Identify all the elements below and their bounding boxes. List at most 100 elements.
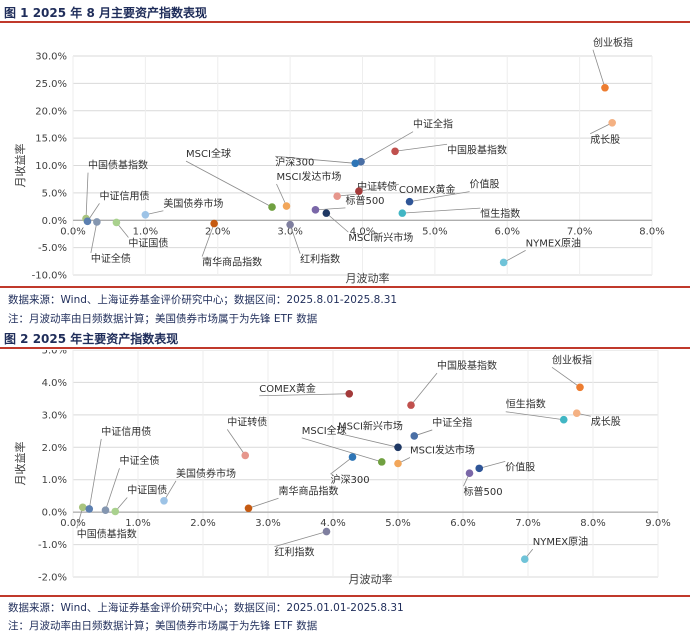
scatter-point bbox=[499, 258, 508, 267]
point-label: 中国股基指数 bbox=[437, 359, 497, 372]
x-tick-label: 9.0% bbox=[645, 518, 670, 529]
x-tick-label: 5.0% bbox=[422, 226, 447, 237]
point-label: 标普500 bbox=[345, 194, 384, 207]
x-tick-label: 6.0% bbox=[495, 226, 520, 237]
point-label: MSCI全球 bbox=[302, 424, 347, 437]
point-label: 中证全指 bbox=[413, 118, 453, 131]
leader-line bbox=[201, 223, 215, 257]
leader-line bbox=[301, 437, 382, 463]
leader-line bbox=[503, 250, 526, 263]
point-label: 美国债券市场 bbox=[176, 467, 236, 480]
leader-line bbox=[358, 183, 399, 192]
point-label: MSCI发达市场 bbox=[410, 444, 475, 457]
point-label: 中证国债 bbox=[128, 236, 168, 249]
scatter-point bbox=[83, 217, 92, 226]
y-tick-label: -10.0% bbox=[32, 271, 67, 282]
scatter-point bbox=[311, 206, 320, 214]
leader-line bbox=[289, 224, 301, 254]
point-label: 南华商品指数 bbox=[202, 256, 262, 269]
leader-line bbox=[276, 183, 287, 207]
leader-line bbox=[326, 212, 349, 233]
y-tick-label: 2.0% bbox=[42, 443, 67, 454]
scatter-point bbox=[377, 458, 386, 466]
y-tick-label: 10.0% bbox=[35, 161, 67, 172]
y-tick-label: 5.0% bbox=[42, 188, 67, 199]
x-tick-label: 1.0% bbox=[133, 226, 158, 237]
x-tick-label: 4.0% bbox=[350, 226, 375, 237]
figure-1-scatter-chart: -10.0% -5.0% 0.0% 5.0% 10.0% 15.0% 20.0% 25.0% 3… bbox=[13, 36, 665, 285]
leader-line bbox=[275, 155, 356, 164]
leader-line bbox=[274, 531, 327, 547]
point-label: MSCI发达市场 bbox=[277, 170, 342, 183]
figure-2-note: 注：月波动率由日频数据计算；美国债券市场属于为先锋 ETF 数据 bbox=[8, 620, 318, 632]
point-label: 美国债券市场 bbox=[163, 197, 223, 210]
scatter-point bbox=[572, 409, 581, 418]
scatter-point bbox=[520, 555, 529, 563]
scatter-point bbox=[348, 453, 357, 461]
y-tick-label: 0.0% bbox=[42, 508, 67, 519]
point-label: 中证全指 bbox=[432, 416, 472, 429]
y-tick-label: 1.0% bbox=[42, 475, 67, 486]
point-label: COMEX黄金 bbox=[399, 183, 456, 196]
leader-line bbox=[85, 172, 89, 219]
scatter-point bbox=[355, 187, 363, 196]
point-label: 恒生指数 bbox=[480, 207, 520, 220]
point-label: 中证全债 bbox=[91, 252, 131, 265]
leader-line bbox=[409, 191, 470, 203]
leader-line bbox=[395, 143, 448, 152]
scatter-point bbox=[601, 83, 609, 92]
scatter-point bbox=[141, 210, 150, 219]
leader-line bbox=[592, 49, 606, 88]
point-label: 中国债基指数 bbox=[88, 159, 148, 172]
y-tick-label: 0.0% bbox=[42, 216, 67, 227]
scatter-point bbox=[322, 209, 331, 217]
scatter-point bbox=[244, 504, 253, 513]
leader-line bbox=[551, 366, 581, 388]
point-label: NYMEX原油 bbox=[533, 535, 588, 548]
point-label: 创业板指 bbox=[552, 353, 592, 366]
point-label: 中证信用债 bbox=[99, 189, 149, 202]
scatter-point bbox=[576, 383, 584, 392]
y-tick-label: 20.0% bbox=[35, 106, 67, 117]
point-label: 价值股 bbox=[505, 460, 535, 473]
scatter-point bbox=[268, 203, 276, 211]
point-label: NYMEX原油 bbox=[526, 236, 581, 249]
scatter-point bbox=[357, 157, 365, 166]
scatter-point bbox=[282, 202, 291, 210]
leader-line bbox=[505, 411, 564, 421]
y-tick-label: 3.0% bbox=[42, 410, 67, 421]
x-tick-label: 7.0% bbox=[567, 226, 592, 237]
scatter-point bbox=[394, 459, 402, 468]
scatter-point bbox=[85, 505, 94, 513]
scatter-point bbox=[78, 503, 87, 512]
point-label: 中国股基指数 bbox=[447, 143, 507, 156]
leader-line bbox=[226, 429, 246, 456]
x-tick-label: 8.0% bbox=[639, 226, 664, 237]
point-label: 成长股 bbox=[591, 416, 621, 428]
leader-line bbox=[259, 393, 350, 397]
x-tick-label: 4.0% bbox=[320, 518, 345, 529]
point-label: 恒生指数 bbox=[506, 398, 546, 411]
leader-line bbox=[105, 468, 120, 511]
point-label: 标普500 bbox=[464, 485, 503, 498]
scatter-point bbox=[160, 496, 168, 505]
scatter-point bbox=[398, 209, 407, 217]
point-label: 沪深300 bbox=[275, 155, 314, 168]
leader-line bbox=[479, 460, 506, 469]
scatter-point bbox=[475, 464, 484, 473]
scatter-point bbox=[465, 469, 474, 478]
x-tick-label: 2.0% bbox=[190, 518, 215, 529]
scatter-point bbox=[559, 415, 568, 424]
y-tick-label: 15.0% bbox=[35, 134, 67, 145]
y-tick-label: 5.0% bbox=[42, 350, 67, 357]
point-label: MSCI新兴市场 bbox=[348, 231, 413, 244]
point-label: 红利指数 bbox=[275, 546, 315, 559]
scatter-point bbox=[394, 443, 402, 452]
figure-2-top-rule bbox=[0, 347, 690, 349]
leader-line bbox=[90, 221, 98, 253]
y-tick-label: 30.0% bbox=[35, 52, 67, 63]
scatter-point bbox=[391, 147, 399, 156]
scatter-point bbox=[407, 401, 415, 409]
y-tick-label: -5.0% bbox=[38, 243, 67, 254]
x-tick-label: 0.0% bbox=[60, 226, 85, 237]
